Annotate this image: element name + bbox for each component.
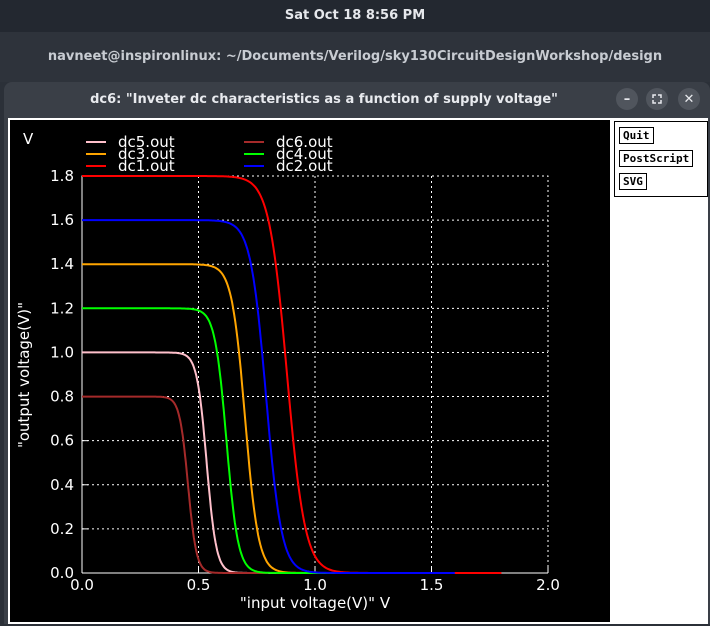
minimize-icon: – (624, 92, 631, 107)
y-unit-label: V (23, 130, 34, 148)
svg-button[interactable]: SVG (619, 173, 647, 190)
dc-characteristics-chart: 0.0 0.5 1.0 1.5 2.00.00.20.40.60.81.01.21.41… (10, 120, 610, 622)
terminal-title: navneet@inspironlinux: ~/Documents/Veril… (0, 49, 710, 64)
x-tick-label: 1.5 (420, 576, 444, 594)
system-top-bar: Sat Oct 18 8:56 PM (0, 0, 710, 32)
quit-button[interactable]: Quit (619, 127, 654, 144)
plot-window: dc6: "Inveter dc characteristics as a fu… (4, 82, 710, 624)
y-tick-label: 0.8 (50, 388, 74, 406)
x-axis-label: "input voltage(V)" V (240, 594, 391, 612)
plot-area: 0.0 0.5 1.0 1.5 2.0 0.0 0.2 0.4 0.6 0.8 1.0 1.2 1.4 1… (10, 120, 610, 622)
legend-label: dc1.out (118, 157, 175, 175)
maximize-icon (652, 94, 662, 104)
y-tick-label: 1.8 (50, 167, 74, 185)
window-title: dc6: "Inveter dc characteristics as a fu… (4, 92, 644, 107)
x-tick-label: 2.0 (536, 576, 560, 594)
postscript-button[interactable]: PostScript (619, 150, 693, 167)
y-tick-label: 1.0 (50, 343, 74, 361)
y-tick-label: 0.6 (50, 432, 74, 450)
y-tick-label: 1.4 (50, 255, 74, 273)
close-icon: ✕ (684, 92, 695, 107)
series-line-dc3-out (82, 264, 408, 573)
terminal-title-bar: navneet@inspironlinux: ~/Documents/Veril… (0, 32, 710, 82)
y-tick-label: 0.4 (50, 476, 74, 494)
y-axis-label: "output voltage(V)" (15, 302, 33, 448)
minimize-button[interactable]: – (616, 88, 638, 110)
y-tick-label: 1.6 (50, 211, 74, 229)
command-panel: Quit PostScript SVG (614, 121, 708, 197)
y-tick-label: 0.0 (50, 564, 74, 582)
series-line-dc1-out (82, 176, 501, 573)
window-content: 0.0 0.5 1.0 1.5 2.0 0.0 0.2 0.4 0.6 0.8 1.0 1.2 1.4 1… (8, 118, 708, 624)
x-tick-label: 0.5 (187, 576, 211, 594)
y-tick-label: 1.2 (50, 299, 74, 317)
series-line-dc6-out (82, 397, 268, 573)
y-tick-label: 0.2 (50, 520, 74, 538)
legend-label: dc2.out (276, 157, 333, 175)
close-button[interactable]: ✕ (678, 88, 700, 110)
x-tick-label: 1.0 (303, 576, 327, 594)
window-title-bar[interactable]: dc6: "Inveter dc characteristics as a fu… (4, 82, 710, 118)
maximize-button[interactable] (646, 88, 668, 110)
plot-frame (82, 176, 548, 573)
clock[interactable]: Sat Oct 18 8:56 PM (0, 8, 710, 23)
